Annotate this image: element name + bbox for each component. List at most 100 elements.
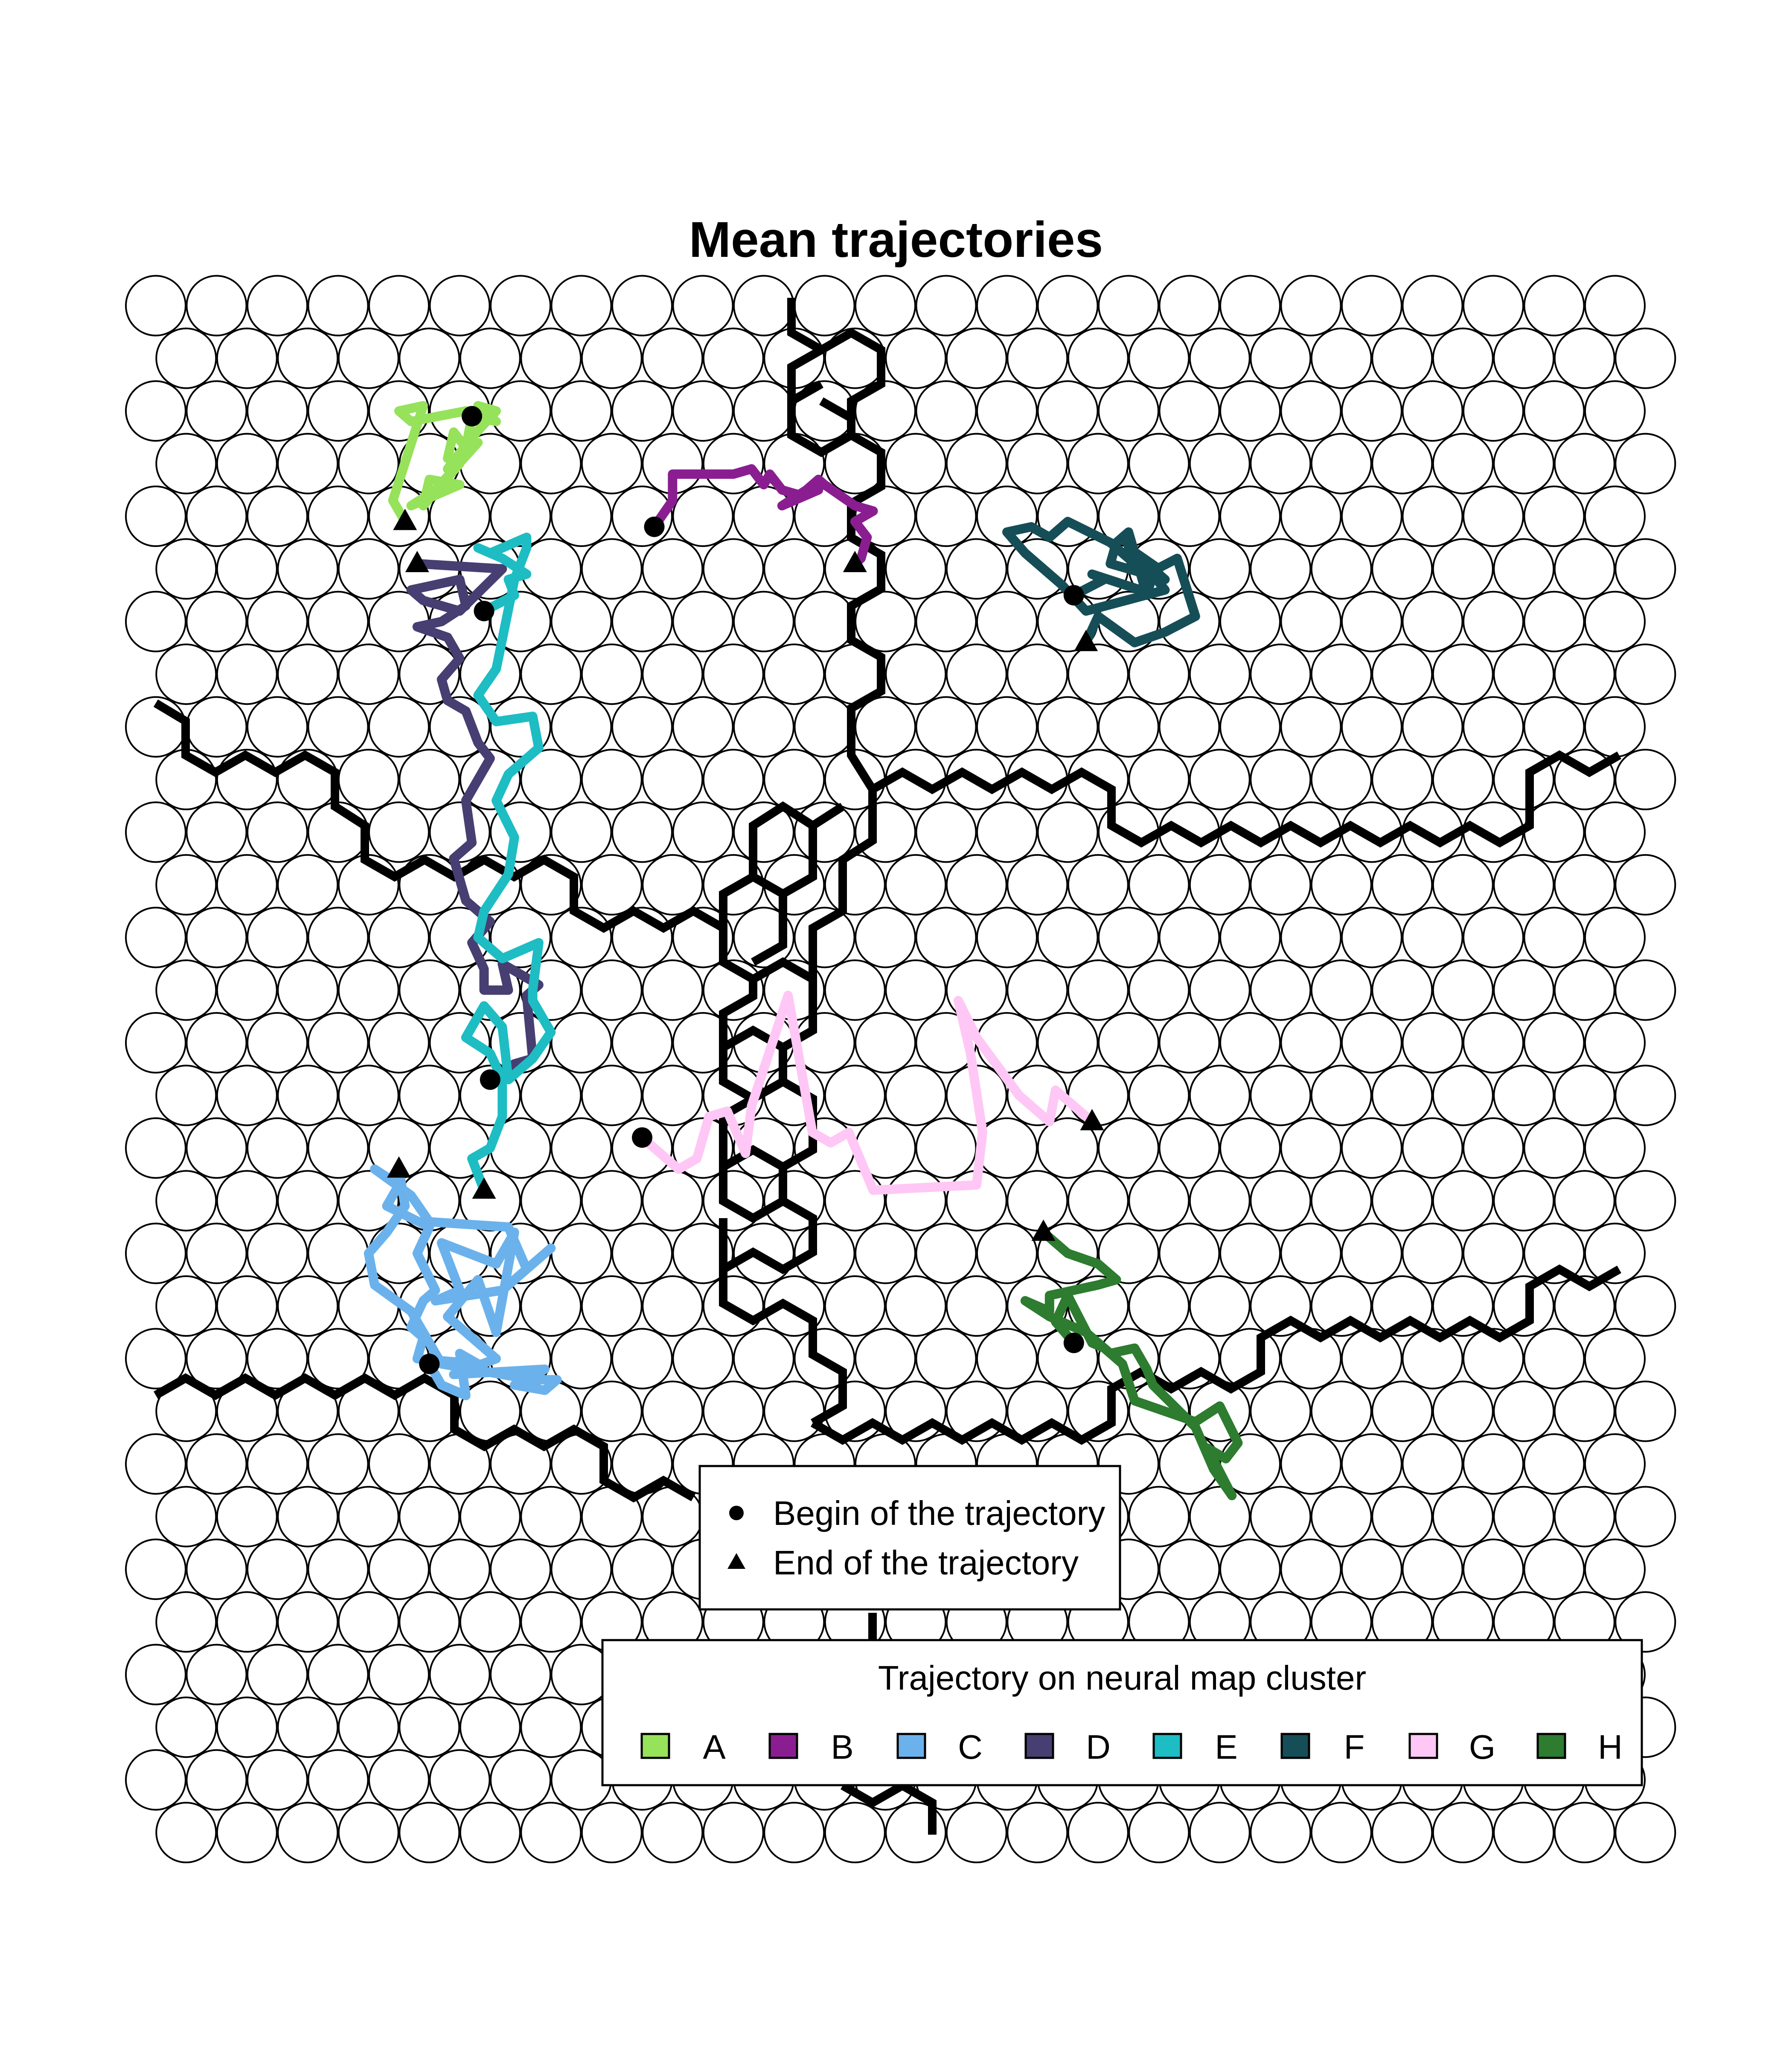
- neuron-cell: [1615, 1591, 1676, 1653]
- neuron-cell: [642, 1380, 704, 1442]
- neuron-cell: [1098, 1012, 1159, 1073]
- neuron-cell: [1553, 1802, 1615, 1863]
- neuron-cell: [672, 1222, 734, 1284]
- neuron-cell: [125, 591, 186, 652]
- neuron-cell: [976, 1222, 1038, 1284]
- neuron-cell: [581, 433, 643, 495]
- neuron-cell: [1523, 380, 1585, 442]
- neuron-cell: [125, 1012, 186, 1073]
- neuron-cell: [399, 959, 460, 1021]
- neuron-cell: [399, 1591, 460, 1653]
- neuron-cell: [1584, 275, 1646, 337]
- neuron-cell: [1341, 486, 1402, 547]
- neuron-cell: [1250, 327, 1312, 389]
- neuron-cell: [611, 801, 673, 863]
- neuron-cell: [642, 959, 704, 1021]
- neuron-cell: [581, 854, 643, 916]
- neuron-cell: [216, 1696, 278, 1758]
- neuron-cell: [1553, 327, 1615, 389]
- neuron-cell: [1280, 591, 1342, 652]
- neuron-cell: [459, 1486, 521, 1548]
- neuron-cell: [277, 854, 339, 916]
- neuron-cell: [611, 591, 673, 652]
- neuron-cell: [1463, 1328, 1524, 1390]
- neuron-cell: [1098, 1117, 1159, 1179]
- neuron-cell: [1463, 1012, 1524, 1073]
- neuron-cell: [1219, 907, 1281, 969]
- neuron-cell: [1219, 1117, 1281, 1179]
- neuron-cell: [1037, 801, 1099, 863]
- neuron-cell: [125, 1222, 186, 1284]
- neuron-cell: [1310, 1380, 1372, 1442]
- neuron-cell: [855, 275, 916, 337]
- neuron-cell: [155, 538, 217, 600]
- neuron-cell: [337, 643, 399, 705]
- neuron-cell: [824, 959, 886, 1021]
- neuron-cell: [1463, 1222, 1524, 1284]
- neuron-cell: [1219, 591, 1281, 652]
- neuron-cell: [915, 1328, 977, 1390]
- neuron-cell: [1523, 1222, 1585, 1284]
- neuron-cell: [550, 275, 612, 337]
- neuron-cell: [1371, 1065, 1433, 1126]
- neuron-cell: [1310, 327, 1372, 389]
- neuron-cell: [1280, 1328, 1342, 1390]
- end-marker-icon: [727, 1553, 745, 1569]
- neuron-cell: [216, 854, 278, 916]
- neuron-cell: [1189, 1065, 1251, 1126]
- neuron-cell: [642, 1275, 704, 1337]
- neuron-cell: [794, 696, 855, 758]
- neuron-cell: [1615, 1170, 1676, 1232]
- neuron-cell: [125, 380, 186, 442]
- neuron-cell: [702, 643, 764, 705]
- neuron-cell: [1310, 643, 1372, 705]
- cluster-legend: Trajectory on neural map cluster A B C D E F G…: [601, 1639, 1643, 1786]
- neuron-cell: [976, 1328, 1038, 1390]
- neuron-cell: [1371, 433, 1433, 495]
- neuron-cell: [642, 1065, 704, 1126]
- neuron-cell: [1037, 907, 1099, 969]
- neuron-cell: [125, 1539, 186, 1600]
- neuron-cell: [976, 591, 1038, 652]
- neuron-cell: [581, 1275, 643, 1337]
- neuron-cell: [337, 1275, 399, 1337]
- neuron-cell: [1493, 959, 1555, 1021]
- neuron-cell: [550, 486, 612, 547]
- neuron-cell: [216, 1275, 278, 1337]
- neuron-cell: [1341, 275, 1402, 337]
- neuron-cell: [1584, 591, 1646, 652]
- neuron-cell: [368, 1012, 430, 1073]
- neuron-cell: [1189, 959, 1251, 1021]
- neuron-cell: [1128, 1802, 1190, 1863]
- neuron-cell: [368, 801, 430, 863]
- legend-swatch-d: [1024, 1733, 1054, 1759]
- neuron-cell: [855, 801, 916, 863]
- neuron-cell: [1341, 591, 1402, 652]
- neuron-cell: [1402, 907, 1463, 969]
- neuron-cell: [307, 1644, 369, 1705]
- neuron-cell: [642, 1802, 704, 1863]
- neuron-cell: [277, 1591, 339, 1653]
- neuron-cell: [702, 327, 764, 389]
- neuron-cell: [459, 1802, 521, 1863]
- neuron-cell: [1189, 1486, 1251, 1548]
- neuron-cell: [368, 907, 430, 969]
- neuron-cell: [885, 1170, 947, 1232]
- neuron-cell: [611, 1328, 673, 1390]
- neuron-cell: [1250, 749, 1312, 810]
- neuron-cell: [1402, 1539, 1463, 1600]
- neuron-cell: [1189, 538, 1251, 600]
- neuron-cell: [1402, 1222, 1463, 1284]
- neuron-cell: [307, 696, 369, 758]
- neuron-cell: [672, 696, 734, 758]
- neuron-cell: [1553, 854, 1615, 916]
- neuron-cell: [1280, 1222, 1342, 1284]
- neuron-cell: [216, 1591, 278, 1653]
- neuron-cell: [702, 1802, 764, 1863]
- neuron-cell: [459, 327, 521, 389]
- neuron-cell: [733, 380, 794, 442]
- neuron-cell: [1250, 854, 1312, 916]
- neuron-cell: [550, 696, 612, 758]
- neuron-cell: [1493, 1486, 1555, 1548]
- neuron-cell: [642, 854, 704, 916]
